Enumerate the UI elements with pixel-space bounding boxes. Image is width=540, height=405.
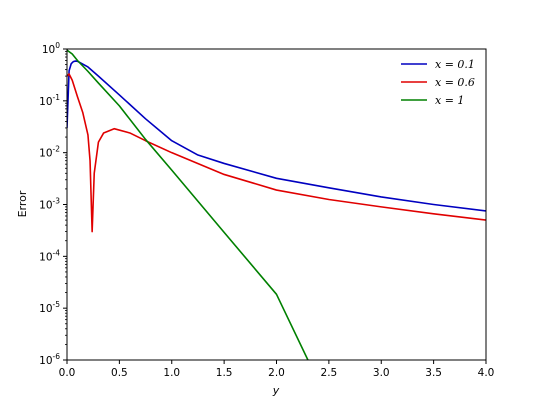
series-layer	[67, 49, 486, 360]
x-tick-label: 2.5	[321, 367, 338, 379]
plot-frame	[66, 48, 487, 361]
series-line-1	[67, 60, 486, 212]
series-line-2	[67, 73, 486, 233]
y-tick-label: 10-5	[39, 300, 60, 315]
x-tick-label: 1.5	[216, 367, 233, 379]
x-axis-label: y	[272, 384, 280, 397]
y-tick-label: 10-4	[39, 248, 60, 263]
y-tick-label: 10-2	[39, 145, 60, 160]
y-tick-label: 100	[42, 41, 60, 56]
legend-label: x = 1	[435, 94, 464, 107]
x-tick-label: 1.0	[163, 367, 180, 379]
x-axis-ticks: 0.0 0.5 1.0 1.5 2.0 2.5 3.0 3.5 4.0	[59, 360, 495, 379]
x-tick-label: 2.0	[268, 367, 285, 379]
x-tick-label: 4.0	[478, 367, 495, 379]
y-axis-ticks: 10-6 10-5 10-4 10-3 10-2 10-1 100	[39, 41, 67, 367]
legend-label: x = 0.6	[435, 76, 475, 89]
legend-label: x = 0.1	[435, 58, 475, 71]
x-tick-label: 0.0	[59, 367, 76, 379]
y-axis-label: Error	[16, 190, 29, 217]
x-tick-label: 3.0	[373, 367, 390, 379]
y-tick-label: 10-6	[39, 352, 60, 367]
legend: x = 0.1 x = 0.6 x = 1	[401, 58, 475, 107]
series-line-3	[67, 49, 309, 360]
y-tick-label: 10-3	[39, 197, 60, 212]
y-tick-label: 10-1	[39, 93, 60, 108]
x-tick-label: 0.5	[111, 367, 128, 379]
x-tick-label: 3.5	[425, 367, 442, 379]
